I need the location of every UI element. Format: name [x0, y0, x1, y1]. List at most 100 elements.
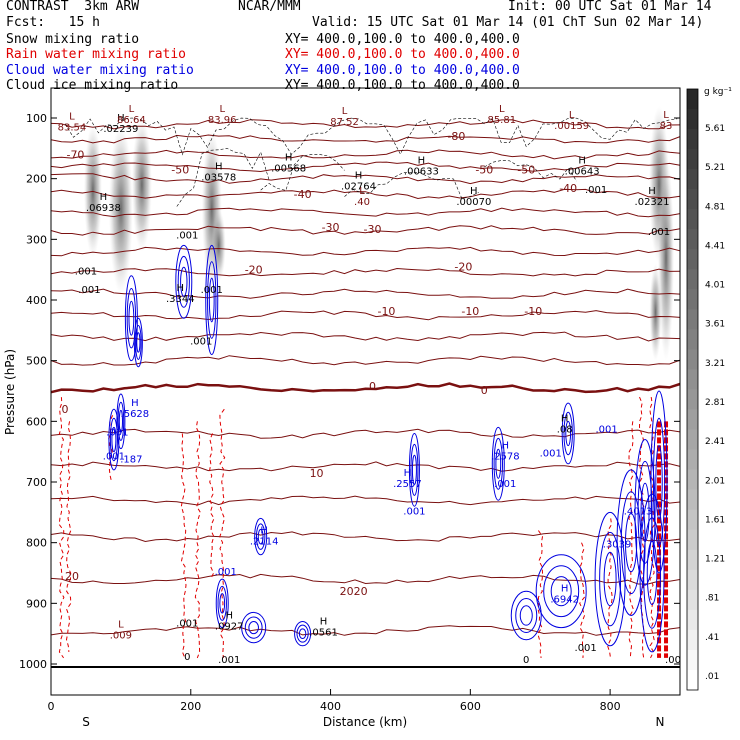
- colorbar-label: 4.41: [705, 241, 725, 251]
- isotherm-label: -50: [475, 164, 493, 177]
- isotherm-line: [50, 495, 681, 506]
- contour-value-label: .001: [595, 424, 617, 435]
- extremum-marker: H: [320, 617, 328, 628]
- isotherm-line: [50, 134, 681, 144]
- colorbar-label: .81: [705, 594, 719, 604]
- contour-value-label: .001: [190, 336, 212, 347]
- isotherm-line: [50, 310, 681, 321]
- contour-value-label: .001: [494, 479, 516, 490]
- isotherm-label: -20: [245, 264, 263, 277]
- cloud-water-contour: [180, 266, 188, 297]
- forecast-hour: Fcst: 15 h: [6, 15, 100, 30]
- x-tick-label: 800: [600, 700, 621, 713]
- field-cloud-water-name: Cloud water mixing ratio: [6, 63, 194, 78]
- contour-value-label: .00643: [565, 167, 600, 178]
- isotherm-label: 0: [481, 384, 488, 397]
- rain-contour: [180, 433, 187, 659]
- cloud-water-contour: [128, 300, 135, 336]
- contour-value-label: .001: [585, 185, 607, 196]
- y-tick-label: 1000: [19, 658, 47, 671]
- cloud-water-contour: [624, 513, 638, 573]
- cloud-water-contour: [241, 611, 267, 644]
- cloud-water-contour: [135, 324, 142, 360]
- rain-contour: [209, 433, 215, 580]
- isotherm-label: -10: [461, 305, 479, 318]
- colorbar-swatch: [687, 109, 698, 130]
- rain-contours: [58, 396, 669, 659]
- cloud-water-contour: [655, 445, 663, 519]
- cloud-water-contours: [108, 244, 668, 653]
- cloud-water-contour: [133, 317, 143, 368]
- colorbar-swatch: [687, 229, 698, 250]
- contour-value-label: .6942: [550, 594, 579, 605]
- colorbar-swatch: [687, 389, 698, 411]
- contour-value-label: .00070: [456, 197, 491, 208]
- colorbar-swatch: [687, 149, 698, 170]
- contour-value-label: .03578: [201, 173, 236, 184]
- field-cloud-water-xy: XY= 400.0,100.0 to 400.0,400.0: [285, 63, 520, 78]
- isotherm-label: -40: [559, 182, 577, 195]
- extremum-marker: H: [285, 153, 293, 164]
- isotherm-line: [50, 207, 681, 218]
- contour-value-label: .5628: [121, 409, 150, 420]
- isotherm-line: [50, 161, 681, 173]
- contour-value-label: 85.81: [487, 115, 516, 126]
- cloud-water-contour: [493, 437, 503, 490]
- isotherm-label: -20: [454, 261, 472, 274]
- plot-frame: [50, 87, 681, 696]
- model-title: CONTRAST 3km ARW: [6, 0, 140, 14]
- isotherm-label: -10: [524, 305, 542, 318]
- isotherm-line: [50, 149, 681, 160]
- cloud-water-contour: [217, 585, 227, 621]
- isotherm-line: [50, 625, 681, 636]
- extremum-marker: H: [177, 283, 185, 294]
- contour-value-label: .001: [201, 285, 223, 296]
- rain-contour: [107, 415, 114, 483]
- cloud-water-contour: [519, 605, 533, 626]
- extremum-marker: H: [225, 611, 233, 622]
- center-title: NCAR/MMM: [238, 0, 301, 14]
- cloud-water-contour: [118, 409, 123, 433]
- extremum-marker: H: [215, 162, 223, 173]
- x-end-label-left: S: [82, 715, 90, 729]
- contour-value-label: .2114: [250, 537, 279, 548]
- isotherm-line: [50, 225, 681, 236]
- colorbar-swatch: [687, 369, 698, 390]
- colorbar-swatch: [687, 409, 698, 431]
- isotherm-line: [50, 173, 681, 185]
- isotherm-line: [50, 331, 681, 342]
- rain-contour: [607, 518, 613, 658]
- cloud-water-contour: [639, 493, 665, 653]
- contour-value-label: .0927: [215, 622, 244, 633]
- colorbar-label: 2.81: [705, 398, 725, 408]
- field-rain-xy: XY= 400.0,100.0 to 400.0,400.0: [285, 47, 520, 62]
- contour-value-label: 83.96: [208, 115, 237, 126]
- cloud-water-contour: [111, 426, 117, 453]
- contour-value-label: .4013: [624, 506, 653, 517]
- contour-value-label: 0: [184, 652, 190, 663]
- field-cloud-ice-xy: XY= 400.0,100.0 to 400.0,400.0: [285, 78, 520, 93]
- x-tick-label: 400: [320, 700, 341, 713]
- valid-time: Valid: 15 UTC Sat 01 Mar 14 (01 ChT Sun …: [312, 15, 704, 30]
- colorbar-swatch: [687, 189, 698, 210]
- contour-value-label: .00159: [554, 121, 589, 132]
- cloud-ice-contour: [64, 117, 678, 156]
- colorbar-swatch: [687, 329, 698, 350]
- y-tick-label: 600: [26, 415, 47, 428]
- cloud-water-contour: [637, 460, 653, 564]
- cloud-water-contour: [650, 390, 668, 574]
- cloud-water-contour: [108, 408, 120, 471]
- colorbar: 5.61 5.21 4.81 4.41 4.01 3.61 3.21 2.81 2.41 2.01…: [686, 88, 725, 691]
- contour-value-label: .02764: [341, 182, 376, 193]
- field-snow-name: Snow mixing ratio: [6, 32, 140, 47]
- colorbar-label: .01: [705, 672, 719, 682]
- colorbar-swatch: [687, 569, 698, 591]
- extremum-marker: L: [219, 104, 225, 115]
- colorbar-label: 1.21: [705, 555, 725, 565]
- contour-value-label: 83: [660, 121, 673, 132]
- x-tick-label: 0: [48, 700, 55, 713]
- cloud-water-contour: [294, 621, 312, 647]
- shading-blob: [83, 124, 102, 258]
